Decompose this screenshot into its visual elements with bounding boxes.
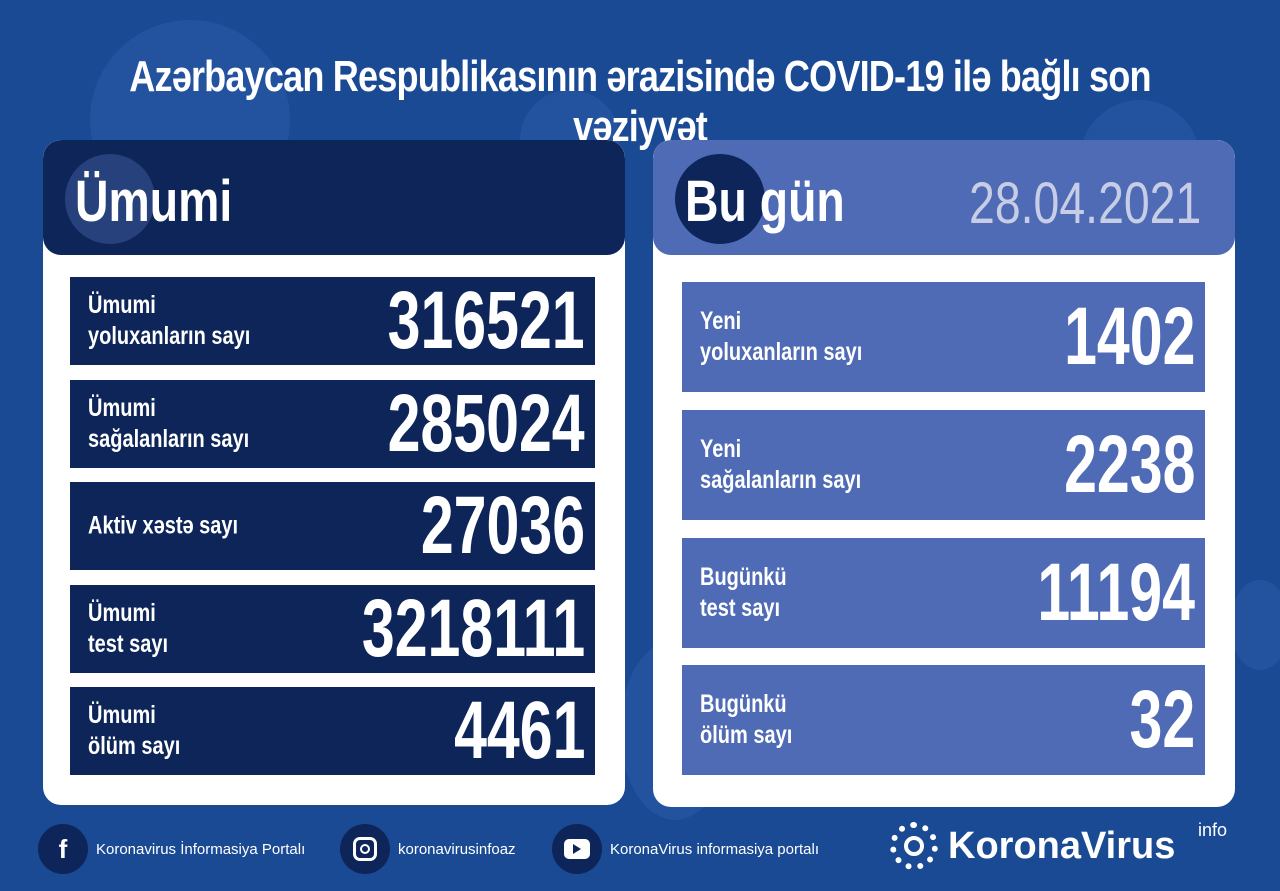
youtube-link[interactable]: KoronaVirus informasiya portalı: [552, 824, 819, 874]
youtube-label: KoronaVirus informasiya portalı: [610, 840, 819, 858]
instagram-icon: [340, 824, 390, 874]
stat-value: 316521: [387, 275, 585, 366]
instagram-label: koronavirusinfoaz: [398, 840, 516, 858]
total-header: Ümumi: [43, 140, 625, 255]
stat-label: Ümumi test sayı: [88, 599, 169, 658]
stat-label: Ümumi yoluxanların sayı: [88, 291, 251, 350]
footer: f Koronavirus İnformasiya Portalı korona…: [0, 820, 1280, 878]
virus-icon: [675, 154, 765, 244]
stat-row: Ümumi sağalanların sayı 285024: [70, 378, 595, 469]
facebook-label: Koronavirus İnformasiya Portalı: [96, 840, 306, 858]
stat-label: Yeni yoluxanların sayı: [700, 307, 863, 366]
stat-label: Ümumi sağalanların sayı: [88, 394, 250, 453]
virus-icon: [65, 154, 155, 244]
report-date: 28.04.2021: [968, 171, 1201, 236]
youtube-icon: [552, 824, 602, 874]
today-panel: Bu gün 28.04.2021 Yeni yoluxanların sayı 1…: [653, 140, 1235, 807]
stat-row: Bugünkü ölüm sayı 32: [682, 665, 1205, 775]
virus-decoration: [1230, 580, 1280, 670]
stat-value: 1402: [1063, 291, 1195, 382]
stat-label: Bugünkü ölüm sayı: [700, 690, 793, 749]
today-heading: Bu gün: [685, 169, 845, 234]
stat-row: Ümumi yoluxanların sayı 316521: [70, 275, 595, 366]
stat-value: 11194: [1037, 547, 1195, 638]
stat-label: Ümumi ölüm sayı: [88, 701, 181, 760]
stat-row: Yeni yoluxanların sayı 1402: [682, 282, 1205, 392]
stat-value: 285024: [387, 378, 585, 469]
stat-label: Aktiv xəstə sayı: [88, 511, 239, 540]
stat-row: Ümumi test sayı 3218111: [70, 583, 595, 674]
stat-value: 2238: [1063, 419, 1195, 510]
stat-label: Yeni sağalanların sayı: [700, 435, 862, 494]
koronavirus-logo: KoronaVirus info: [890, 820, 1227, 870]
facebook-icon: f: [38, 824, 88, 874]
logo-sup: info: [1198, 820, 1228, 840]
page-title: Azərbaycan Respublikasının ərazisində CO…: [129, 52, 1151, 151]
stat-row: Ümumi ölüm sayı 4461: [70, 685, 595, 776]
stat-label: Bugünkü test sayı: [700, 563, 787, 622]
stat-row: Yeni sağalanların sayı 2238: [682, 410, 1205, 520]
stat-value: 27036: [420, 480, 585, 571]
stat-row: Aktiv xəstə sayı 27036: [70, 480, 595, 571]
stat-row: Bugünkü test sayı 11194: [682, 538, 1205, 648]
today-header: Bu gün 28.04.2021: [653, 140, 1235, 255]
stat-value: 32: [1129, 674, 1195, 765]
total-heading: Ümumi: [75, 169, 233, 234]
logo-text: KoronaVirus: [948, 824, 1176, 867]
facebook-link[interactable]: f Koronavirus İnformasiya Portalı: [38, 824, 305, 874]
instagram-link[interactable]: koronavirusinfoaz: [340, 824, 516, 874]
stat-value: 3218111: [361, 583, 585, 674]
stat-value: 4461: [453, 685, 585, 776]
sun-icon: [890, 822, 938, 870]
total-panel: Ümumi Ümumi yoluxanların sayı 316521 Ümumi s…: [43, 140, 625, 805]
